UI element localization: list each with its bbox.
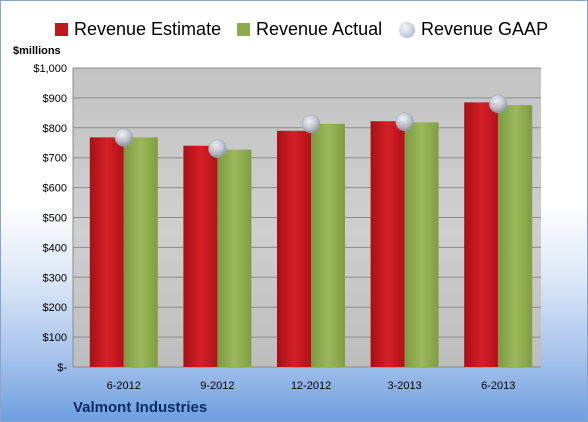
company-name: Valmont Industries	[73, 399, 208, 416]
x-tick-label: 9-2012	[200, 380, 234, 392]
legend-item-gaap: Revenue GAAP	[399, 19, 548, 40]
bar-revenue-estimate	[277, 130, 311, 367]
legend-label-gaap: Revenue GAAP	[421, 19, 549, 39]
y-tick-label: $500	[43, 213, 67, 225]
marker-revenue-gaap	[488, 94, 508, 114]
legend-item-estimate: Revenue Estimate	[55, 19, 221, 40]
bar-revenue-actual	[311, 123, 345, 368]
legend-label-estimate: Revenue Estimate	[74, 19, 222, 39]
y-tick-label: $600	[43, 183, 67, 195]
legend-item-actual: Revenue Actual	[237, 19, 382, 40]
marker-revenue-gaap	[301, 114, 321, 134]
y-tick-label: $-	[57, 362, 67, 374]
y-tick-label: $100	[43, 332, 67, 344]
y-tick-label: $700	[43, 153, 67, 165]
y-tick-label: $900	[43, 93, 67, 105]
legend-marker-gaap	[399, 21, 415, 38]
x-tick-label: 6-2013	[481, 380, 515, 392]
y-tick-label: $400	[43, 242, 67, 254]
bar-revenue-actual	[123, 137, 158, 367]
y-tick-label: $300	[43, 272, 67, 284]
y-tick-label: $200	[43, 302, 67, 314]
bar-revenue-estimate	[370, 121, 405, 367]
legend-label-actual: Revenue Actual	[256, 19, 383, 39]
bar-revenue-estimate	[183, 145, 218, 367]
bar-revenue-actual	[498, 105, 533, 368]
y-tick-label: $800	[43, 123, 67, 135]
bar-revenue-estimate	[464, 102, 499, 367]
x-tick-label: 6-2012	[107, 380, 141, 392]
marker-revenue-gaap	[395, 112, 414, 132]
bar-revenue-actual	[217, 149, 252, 367]
x-tick-label: 12-2012	[291, 380, 331, 392]
marker-revenue-gaap	[114, 128, 134, 147]
x-tick-label: 3-2013	[387, 380, 421, 392]
legend-swatch-estimate	[55, 23, 68, 36]
y-axis-units: $millions	[13, 45, 61, 57]
legend-swatch-actual	[237, 23, 250, 36]
bar-revenue-estimate	[89, 137, 124, 367]
y-tick-label: $1,000	[33, 63, 67, 75]
marker-revenue-gaap	[208, 139, 227, 158]
legend: Revenue Estimate Revenue Actual Revenue …	[1, 15, 587, 43]
bar-revenue-actual	[404, 122, 439, 367]
